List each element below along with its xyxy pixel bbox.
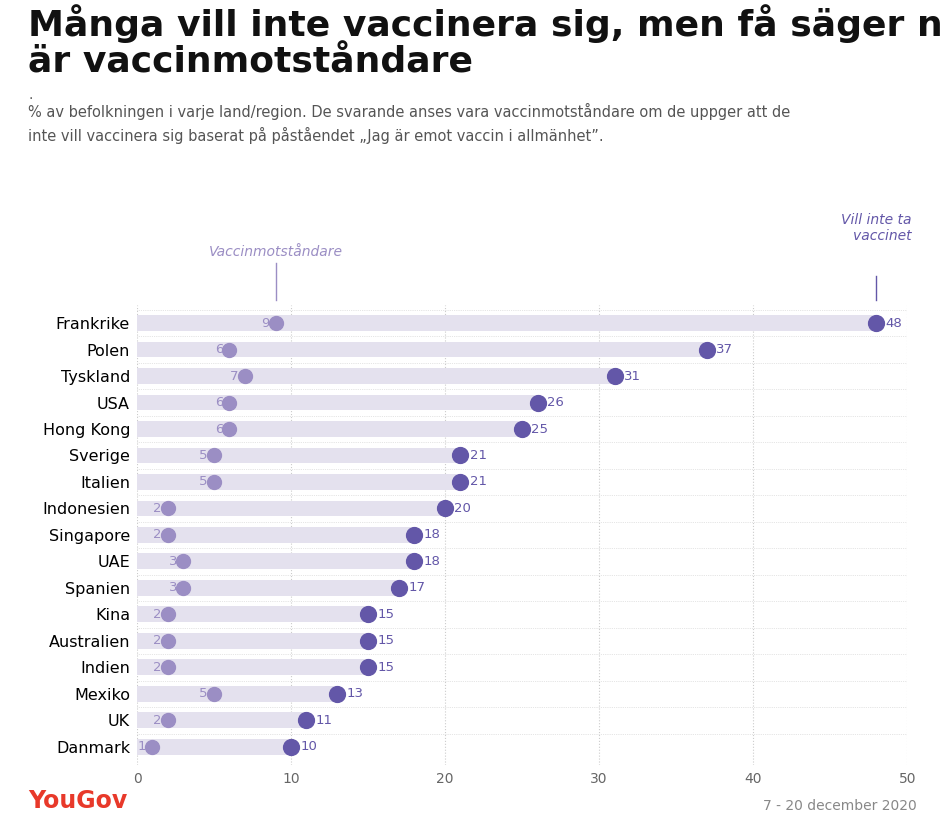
Point	[160, 661, 176, 674]
Text: 6: 6	[214, 422, 223, 435]
Point	[222, 343, 237, 356]
Text: är vaccinmotståndare: är vaccinmotståndare	[28, 45, 473, 79]
Bar	[137, 739, 291, 755]
Point	[237, 370, 252, 383]
Text: 26: 26	[547, 396, 563, 409]
Text: 9: 9	[261, 317, 269, 329]
Text: Många vill inte vaccinera sig, men få säger nej för att de: Många vill inte vaccinera sig, men få sä…	[28, 4, 944, 43]
Point	[176, 555, 191, 568]
Point	[160, 608, 176, 621]
Text: Vaccinmotståndare: Vaccinmotståndare	[209, 245, 343, 259]
Point	[530, 396, 545, 409]
Text: 48: 48	[885, 317, 902, 329]
Point	[329, 687, 345, 700]
Text: 10: 10	[300, 741, 317, 753]
Text: 21: 21	[469, 476, 486, 489]
Text: 2: 2	[153, 714, 161, 727]
Point	[391, 581, 406, 594]
Point	[222, 422, 237, 435]
Text: 17: 17	[408, 581, 425, 594]
Bar	[137, 607, 367, 622]
Text: 21: 21	[469, 449, 486, 462]
Point	[283, 740, 298, 753]
Point	[452, 476, 467, 489]
Bar	[137, 315, 875, 331]
Text: 11: 11	[315, 714, 332, 727]
Point	[206, 687, 221, 700]
Text: 6: 6	[214, 343, 223, 356]
Text: 6: 6	[214, 396, 223, 409]
Point	[206, 449, 221, 462]
Point	[160, 528, 176, 542]
Text: 13: 13	[346, 687, 363, 700]
Text: 15: 15	[377, 608, 394, 621]
Bar	[137, 448, 460, 463]
Text: 37: 37	[716, 343, 733, 356]
Point	[360, 661, 375, 674]
Text: 20: 20	[454, 502, 471, 515]
Text: 31: 31	[623, 370, 640, 383]
Bar	[137, 421, 521, 437]
Bar	[137, 686, 337, 702]
Text: 2: 2	[153, 635, 161, 648]
Point	[868, 317, 883, 330]
Point	[699, 343, 714, 356]
Text: Vill inte ta
vaccinet: Vill inte ta vaccinet	[840, 212, 911, 243]
Point	[222, 396, 237, 409]
Text: 7: 7	[230, 370, 239, 383]
Text: YouGov: YouGov	[28, 789, 127, 813]
Point	[360, 635, 375, 648]
Point	[360, 608, 375, 621]
Text: 25: 25	[531, 422, 548, 435]
Bar	[137, 713, 306, 728]
Text: 3: 3	[168, 555, 177, 568]
Text: 5: 5	[199, 687, 208, 700]
Point	[606, 370, 621, 383]
Bar	[137, 580, 398, 596]
Text: 18: 18	[423, 528, 440, 542]
Text: 15: 15	[377, 661, 394, 674]
Point	[160, 635, 176, 648]
Text: 2: 2	[153, 608, 161, 621]
Point	[406, 528, 421, 542]
Text: % av befolkningen i varje land/region. De svarande anses vara vaccinmotståndare : % av befolkningen i varje land/region. D…	[28, 103, 790, 144]
Point	[160, 714, 176, 727]
Bar	[137, 633, 367, 649]
Bar	[137, 474, 460, 490]
Text: 5: 5	[199, 449, 208, 462]
Text: 7 - 20 december 2020: 7 - 20 december 2020	[762, 799, 916, 813]
Text: 1: 1	[138, 741, 146, 753]
Bar	[137, 554, 413, 570]
Bar	[137, 342, 706, 357]
Point	[298, 714, 313, 727]
Text: 2: 2	[153, 502, 161, 515]
Text: 15: 15	[377, 635, 394, 648]
Point	[176, 581, 191, 594]
Text: 3: 3	[168, 581, 177, 594]
Text: 5: 5	[199, 476, 208, 489]
Point	[160, 502, 176, 515]
Bar	[137, 500, 445, 516]
Bar	[137, 527, 413, 543]
Text: 18: 18	[423, 555, 440, 568]
Point	[437, 502, 452, 515]
Point	[206, 476, 221, 489]
Text: .: .	[28, 88, 33, 102]
Bar	[137, 368, 614, 384]
Bar	[137, 659, 367, 676]
Point	[144, 740, 160, 753]
Point	[406, 555, 421, 568]
Text: 2: 2	[153, 661, 161, 674]
Text: 2: 2	[153, 528, 161, 542]
Bar	[137, 394, 537, 411]
Point	[514, 422, 529, 435]
Point	[268, 317, 283, 330]
Point	[452, 449, 467, 462]
